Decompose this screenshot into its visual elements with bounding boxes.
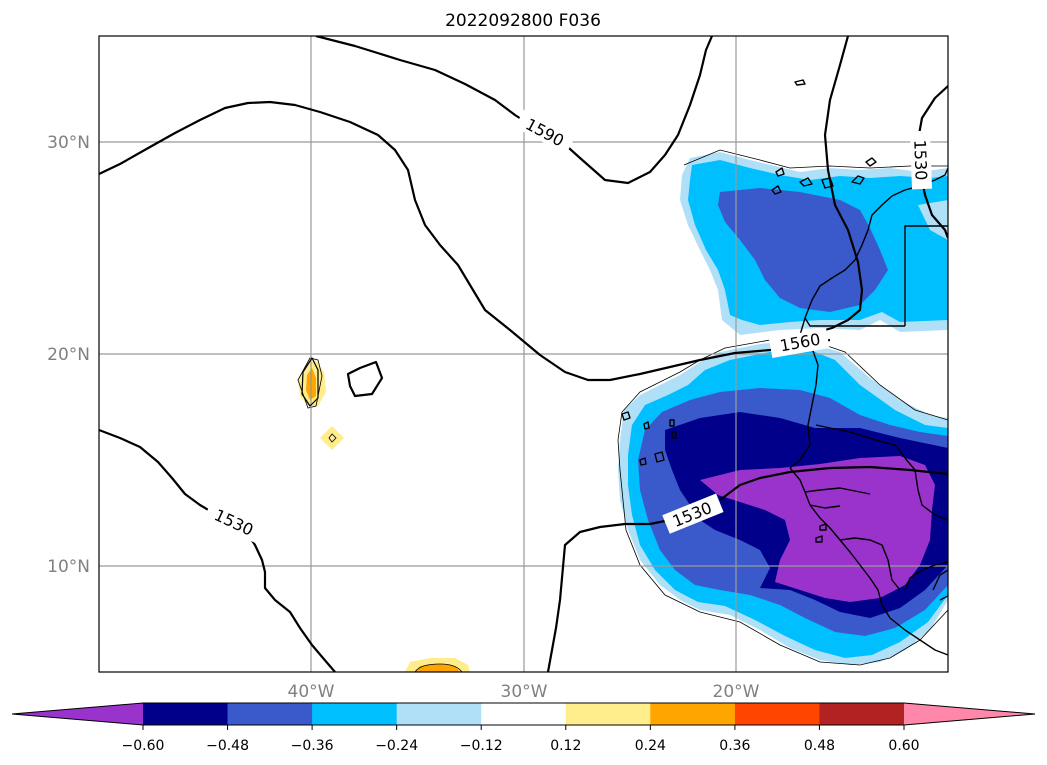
colorbar-segment (734, 703, 820, 725)
lon-label-30w: 30°W (501, 682, 548, 702)
colorbar-segment (227, 703, 313, 725)
coastlines (621, 79, 948, 656)
lon-label-20w: 20°W (713, 682, 760, 702)
contour-1560 (99, 100, 831, 382)
colorbar-tick-label: 0.36 (719, 738, 750, 754)
shade-blue-ne (718, 188, 888, 312)
lon-label-40w: 40°W (288, 682, 335, 702)
lat-label-10n: 10°N (47, 557, 90, 577)
map-area: 1590 1560 1530 1530 1530 (99, 36, 948, 672)
colorbar-segment (650, 703, 736, 725)
shading-positive (297, 357, 470, 672)
colorbar-tick-label: 0.60 (888, 738, 919, 754)
height-contours (99, 36, 948, 672)
colorbar-extend-low (12, 703, 143, 725)
lat-label-20n: 20°N (47, 345, 90, 365)
contour-1590 (315, 36, 714, 185)
shading-outline-ne (683, 149, 948, 169)
contour-label-1530-ne: 1530 (910, 139, 930, 180)
colorbar-tick-label: −0.36 (291, 738, 334, 754)
colorbar-tick-label: 0.24 (635, 738, 666, 754)
lat-label-30n: 30°N (47, 133, 90, 153)
colorbar-segment (396, 703, 482, 725)
colorbar-extend-high (904, 703, 1035, 725)
contour-cell-a (301, 357, 319, 407)
colorbar-tick-label: 0.12 (550, 738, 581, 754)
contour-1530-south (546, 518, 671, 672)
colorbar-tick-label: −0.12 (460, 738, 503, 754)
closed-contour-small (346, 360, 384, 398)
colorbar: −0.60 −0.48 −0.36 −0.24 −0.12 0.12 0.24 0.36 0.4… (11, 702, 1036, 754)
map-title: 2022092800 F036 (445, 11, 601, 31)
shade-lightblue-wedge (918, 200, 948, 240)
colorbar-segment (312, 703, 398, 725)
map-frame (98, 35, 949, 673)
colorbar-segment (143, 703, 229, 725)
colorbar-segment (819, 703, 905, 725)
shading-northeast (680, 152, 948, 335)
colorbar-segment (481, 703, 567, 725)
colorbar-segment (565, 703, 651, 725)
colorbar-tick-label: 0.48 (804, 738, 835, 754)
shading-outline-se (617, 339, 948, 666)
colorbar-tick-label: −0.24 (375, 738, 418, 754)
shade-yellow-cell-b (320, 426, 344, 450)
colorbar-tick-label: −0.60 (122, 738, 165, 754)
contour-1530-mid (719, 465, 948, 501)
colorbar-tick-label: −0.48 (206, 738, 249, 754)
shade-orange-cell-c (415, 664, 460, 672)
